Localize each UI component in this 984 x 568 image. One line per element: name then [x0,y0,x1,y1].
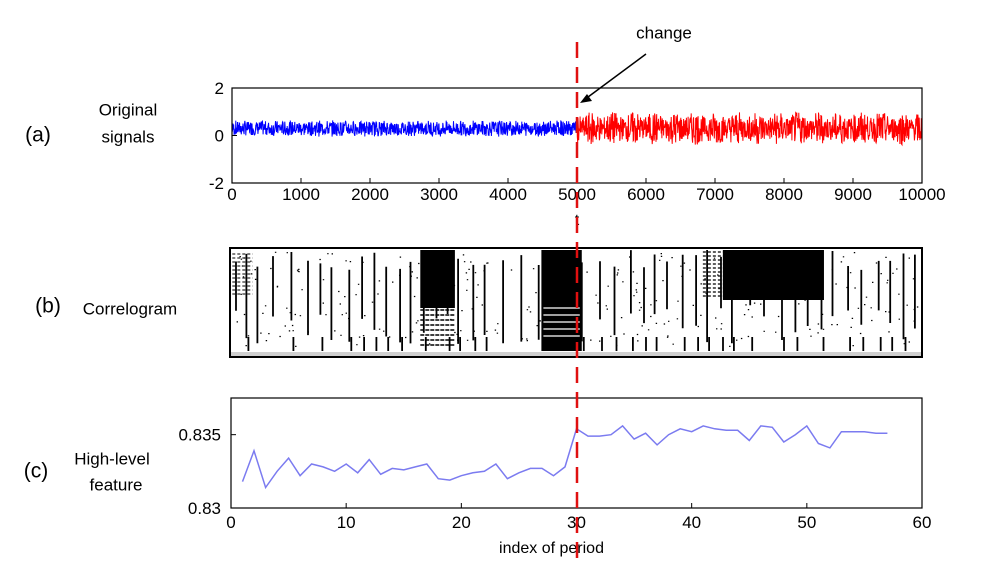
signal-xtick-label: 6000 [627,185,665,204]
feature-ytick-label: 0.83 [188,499,221,518]
panel-letter-c: (c) [24,460,49,483]
change-arrow-head [580,94,592,103]
signal-xtick-label: 7000 [696,185,734,204]
signal-series-after [576,111,923,147]
correlogram-dense-band [420,250,455,308]
feature-xtick-label: 40 [682,513,701,532]
signal-ytick-label: 0 [215,127,224,146]
feature-xtick-label: 20 [452,513,471,532]
signal-xtick-label: 8000 [765,185,803,204]
signal-xtick-label: 2000 [351,185,389,204]
signal-xtick-label: 4000 [489,185,527,204]
feature-xtick-label: 10 [337,513,356,532]
signal-xtick-label: 10000 [898,185,945,204]
panel-label-c-line2: feature [90,475,143,494]
correlogram-dense-band [541,250,582,351]
signal-ytick-label: -2 [209,174,224,193]
signal-ytick-label: 2 [215,79,224,98]
feature-xtick-label: 60 [913,513,932,532]
feature-ytick-label: 0.835 [178,426,221,445]
feature-xtick-label: 50 [797,513,816,532]
correlogram-dense-band [722,250,824,300]
signal-plot: 0100020003000400050006000700080009000100… [209,79,946,229]
panel-label-c-line1: High-level [74,449,150,468]
correlogram-dense-band-gaps [543,307,580,337]
correlogram-dense-band-tail [420,309,455,346]
panel-label-b: Correlogram [83,299,177,318]
correlogram-hatch-left [232,253,253,295]
signal-xtick-label: 3000 [420,185,458,204]
feature-xtick-label: 0 [226,513,235,532]
panel-letter-b: (b) [35,295,61,318]
signal-xtick-label: 0 [227,185,236,204]
change-overlay: change [575,23,692,558]
feature-xlabel: index of period [499,540,604,557]
correlogram-dense-band-hatch [702,251,727,297]
correlogram-plot [229,247,923,358]
signal-xtick-label: 1000 [282,185,320,204]
panel-label-a-line1: Original [99,100,158,119]
panel-letter-a: (a) [25,124,51,147]
signal-xtick-label: 9000 [834,185,872,204]
panel-label-a-line2: signals [102,127,155,146]
change-arrow-shaft [583,53,647,101]
signal-series-before [231,119,578,137]
feature-series-line [241,424,888,490]
change-label: change [636,23,692,42]
